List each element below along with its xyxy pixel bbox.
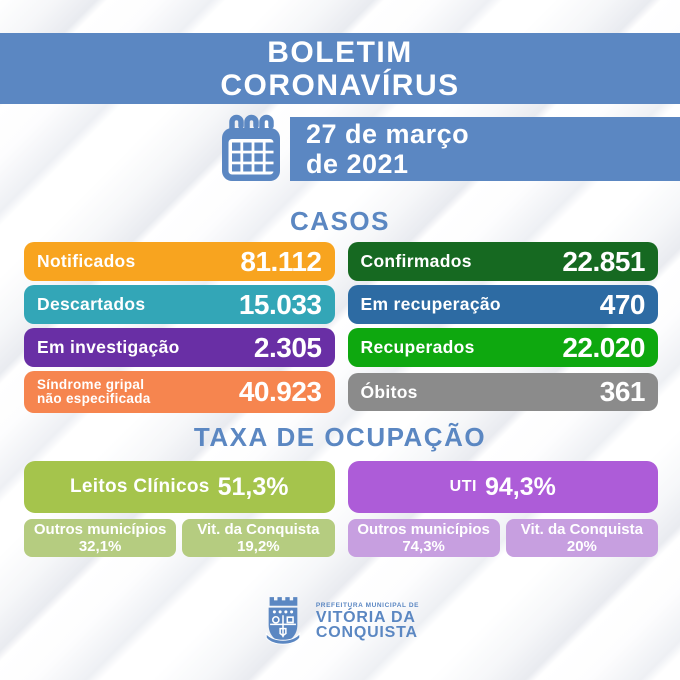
occupancy-sub-label: Outros municípios xyxy=(357,521,490,538)
stat-value: 15.033 xyxy=(238,288,322,320)
occupancy-value: 94,3% xyxy=(484,472,556,501)
occupancy-sub-label: Outros municípios xyxy=(33,521,167,538)
stat-label: Confirmados xyxy=(360,251,472,271)
stat-sindrome-gripal: Síndrome gripal não especificada 40.923 xyxy=(24,371,335,413)
stat-label: Recuperados xyxy=(360,337,475,357)
stat-label: Notificados xyxy=(37,251,136,271)
occupancy-main-leitos: Leitos Clínicos 51,3% xyxy=(24,461,335,513)
date-row: 27 de março de 2021 xyxy=(219,114,680,181)
cases-stats-grid: Notificados 81.112 Confirmados 22.851 De… xyxy=(24,242,658,413)
occupancy-value: 51,3% xyxy=(217,472,289,501)
stat-confirmados: Confirmados 22.851 xyxy=(347,242,658,281)
footer: PREFEITURA MUNICIPAL DE VITÓRIA DA CONQU… xyxy=(0,591,680,651)
date-banner: 27 de março de 2021 xyxy=(290,117,680,181)
occupancy-sub-value: 32,1% xyxy=(78,538,122,555)
stat-label: Síndrome gripal não especificada xyxy=(37,376,151,407)
occupancy-sub-vit-da-conquista: Vit. da Conquista 20% xyxy=(505,519,658,557)
stat-value: 361 xyxy=(599,376,646,407)
stat-label-line1: Síndrome gripal xyxy=(37,376,145,392)
occupancy-subs: Outros municípios 32,1% Vit. da Conquist… xyxy=(24,519,335,557)
occupancy-sub-outros-municipios: Outros municípios 74,3% xyxy=(347,519,500,557)
stat-value: 22.851 xyxy=(562,245,645,277)
occupancy-sub-value: 19,2% xyxy=(237,538,280,555)
header-banner: BOLETIM CORONAVÍRUS xyxy=(0,33,680,104)
occupancy-main-uti: UTI 94,3% xyxy=(347,461,658,513)
stat-label: Descartados xyxy=(37,294,146,314)
occupancy-section-title: TAXA DE OCUPAÇÃO xyxy=(193,422,487,452)
occupancy-label: Leitos Clínicos xyxy=(69,476,210,497)
org-name-small: PREFEITURA MUNICIPAL DE xyxy=(315,602,420,609)
org-name-line2: CONQUISTA xyxy=(315,623,418,641)
stat-notificados: Notificados 81.112 xyxy=(24,242,335,281)
date-line1: 27 de março xyxy=(306,119,470,149)
occupancy-group-leitos-clinicos: Leitos Clínicos 51,3% Outros municípios … xyxy=(24,461,335,557)
occupancy-sub-vit-da-conquista: Vit. da Conquista 19,2% xyxy=(182,519,335,557)
header-title-line2: CORONAVÍRUS xyxy=(220,68,460,102)
stat-value: 470 xyxy=(599,288,646,320)
occupancy-sub-value: 20% xyxy=(566,538,597,555)
coat-of-arms-icon xyxy=(265,597,301,645)
stat-label: Óbitos xyxy=(360,381,418,402)
stat-descartados: Descartados 15.033 xyxy=(24,285,335,324)
occupancy-subs: Outros municípios 74,3% Vit. da Conquist… xyxy=(347,519,658,557)
stat-label: Em investigação xyxy=(37,337,180,357)
occupancy-group-uti: UTI 94,3% Outros municípios 74,3% Vit. d… xyxy=(347,461,658,557)
occupancy-sub-value: 74,3% xyxy=(402,538,445,555)
org-name: PREFEITURA MUNICIPAL DE VITÓRIA DA CONQU… xyxy=(316,602,419,640)
date-line2: de 2021 xyxy=(306,149,409,179)
occupancy-grid: Leitos Clínicos 51,3% Outros municípios … xyxy=(24,461,658,557)
stat-recuperados: Recuperados 22.020 xyxy=(347,328,658,367)
stat-label: Em recuperação xyxy=(360,294,501,314)
stat-value: 40.923 xyxy=(238,376,322,407)
header-title-line1: BOLETIM xyxy=(267,35,413,69)
stat-obitos: Óbitos 361 xyxy=(347,373,658,411)
cases-section-title: CASOS xyxy=(290,206,390,236)
occupancy-sub-outros-municipios: Outros municípios 32,1% xyxy=(24,519,177,557)
stat-em-investigacao: Em investigação 2.305 xyxy=(24,328,335,367)
occupancy-sub-label: Vit. da Conquista xyxy=(197,521,320,538)
org-name-line1: VITÓRIA DA xyxy=(315,609,416,626)
occupancy-sub-label: Vit. da Conquista xyxy=(520,521,643,538)
stat-value: 22.020 xyxy=(562,331,645,363)
calendar-icon xyxy=(222,114,280,181)
stat-value: 81.112 xyxy=(240,245,322,277)
stat-value: 2.305 xyxy=(253,331,322,363)
occupancy-label: UTI xyxy=(449,478,477,495)
stat-em-recuperacao: Em recuperação 470 xyxy=(347,285,658,324)
stat-label-line2: não especificada xyxy=(37,391,151,406)
